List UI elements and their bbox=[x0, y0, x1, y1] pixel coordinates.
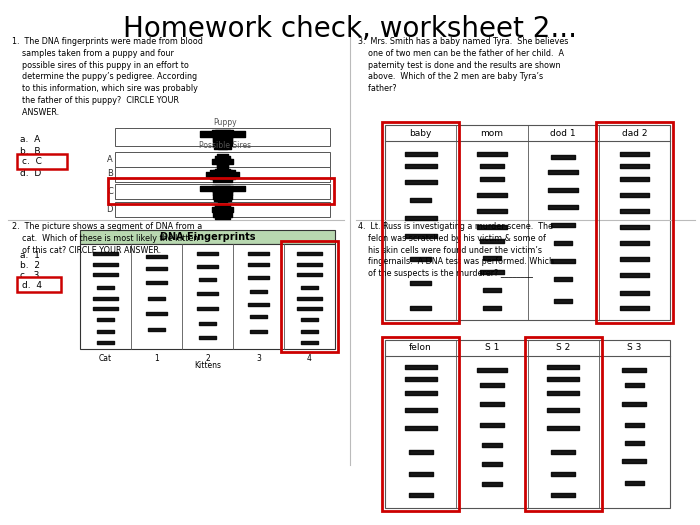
Bar bbox=[115, 128, 330, 146]
Text: c.  3: c. 3 bbox=[20, 270, 39, 279]
Bar bbox=[385, 125, 670, 320]
Bar bbox=[115, 167, 330, 182]
Text: c.  C: c. C bbox=[22, 158, 42, 166]
Text: Homework check, worksheet 2...: Homework check, worksheet 2... bbox=[123, 15, 577, 43]
Text: b.  B: b. B bbox=[20, 146, 41, 155]
Text: 2: 2 bbox=[205, 354, 210, 363]
Text: 3.  Mrs. Smith has a baby named Tyra.  She believes
    one of two men can be th: 3. Mrs. Smith has a baby named Tyra. She… bbox=[358, 37, 568, 93]
Text: A: A bbox=[107, 154, 113, 163]
Text: D: D bbox=[106, 205, 113, 214]
Bar bbox=[80, 230, 335, 244]
Bar bbox=[385, 340, 670, 508]
Text: d.  4: d. 4 bbox=[20, 280, 40, 289]
Text: a.  A: a. A bbox=[20, 135, 41, 144]
Text: B: B bbox=[107, 170, 113, 179]
Text: 4: 4 bbox=[307, 354, 312, 363]
Text: C: C bbox=[107, 186, 113, 195]
Text: d.  4: d. 4 bbox=[22, 280, 42, 289]
Text: S 3: S 3 bbox=[627, 343, 642, 352]
FancyBboxPatch shape bbox=[17, 154, 67, 169]
Text: b.  2: b. 2 bbox=[20, 260, 40, 269]
Text: 2.  The picture shows a segment of DNA from a
    cat.  Which of these is most l: 2. The picture shows a segment of DNA fr… bbox=[12, 222, 202, 255]
Text: dod 1: dod 1 bbox=[550, 129, 576, 138]
Bar bbox=[80, 244, 335, 349]
Text: S 1: S 1 bbox=[484, 343, 499, 352]
Text: c.  C: c. C bbox=[20, 158, 40, 166]
Text: Kittens: Kittens bbox=[194, 361, 221, 370]
Bar bbox=[115, 152, 330, 167]
Text: 4.  Lt. Russ is investigating a murder scene.  The
    felon was scratched by hi: 4. Lt. Russ is investigating a murder sc… bbox=[358, 222, 554, 278]
Text: d.  D: d. D bbox=[20, 169, 41, 177]
Text: dad 2: dad 2 bbox=[622, 129, 647, 138]
Text: felon: felon bbox=[410, 343, 432, 352]
Text: 1: 1 bbox=[154, 354, 159, 363]
Text: 3: 3 bbox=[256, 354, 261, 363]
Bar bbox=[115, 184, 330, 199]
Text: baby: baby bbox=[410, 129, 432, 138]
Text: a.  1: a. 1 bbox=[20, 250, 40, 259]
Text: Possible Sires: Possible Sires bbox=[199, 141, 251, 150]
Text: 1.  The DNA fingerprints were made from blood
    samples taken from a puppy and: 1. The DNA fingerprints were made from b… bbox=[12, 37, 203, 117]
Text: Cat: Cat bbox=[99, 354, 112, 363]
Text: DNA Fingerprints: DNA Fingerprints bbox=[160, 232, 256, 242]
Bar bbox=[115, 202, 330, 217]
Text: Puppy: Puppy bbox=[214, 118, 237, 127]
Text: mom: mom bbox=[480, 129, 503, 138]
Text: S 2: S 2 bbox=[556, 343, 570, 352]
FancyBboxPatch shape bbox=[17, 277, 61, 292]
